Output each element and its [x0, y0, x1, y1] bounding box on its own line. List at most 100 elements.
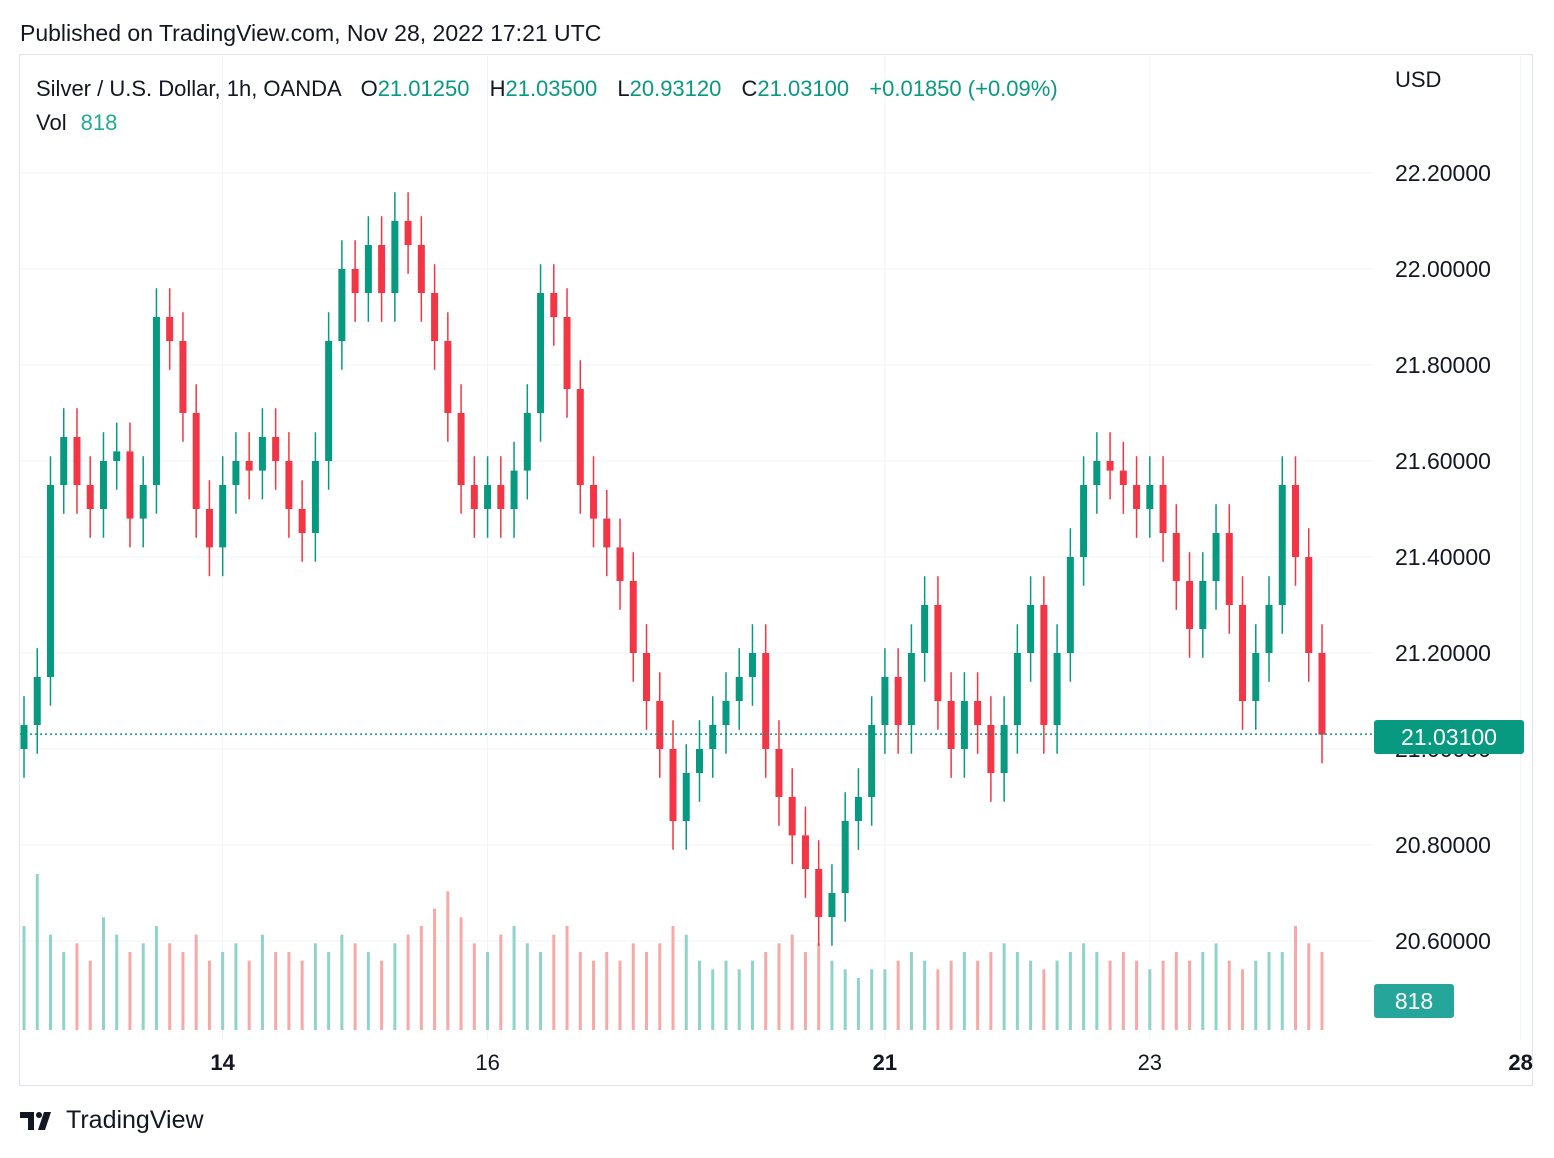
- volume-bar: [1108, 960, 1112, 1030]
- low-label: L: [617, 76, 630, 101]
- volume-bar: [856, 978, 860, 1030]
- candle-body: [1066, 557, 1074, 653]
- volume-bar: [1161, 960, 1165, 1030]
- volume-bar: [909, 952, 913, 1030]
- y-tick-label: 21.20000: [1395, 640, 1491, 666]
- volume-bar: [790, 934, 794, 1030]
- candle-body: [616, 547, 624, 581]
- volume-bar: [433, 908, 437, 1030]
- candle-body: [73, 437, 81, 485]
- candle-body: [205, 509, 213, 548]
- volume-bar: [366, 952, 370, 1030]
- candle-body: [166, 317, 174, 341]
- chart-frame[interactable]: [19, 54, 1533, 1086]
- candle-body: [1080, 485, 1088, 557]
- candle-body: [921, 605, 929, 653]
- last-volume-tag: 818: [1374, 984, 1454, 1018]
- candle-body: [179, 341, 187, 413]
- candle-body: [497, 485, 505, 509]
- volume-bar: [989, 952, 993, 1030]
- volume-bar: [592, 960, 596, 1030]
- volume-bar: [539, 952, 543, 1030]
- candle-body: [987, 725, 995, 773]
- candle-body: [1265, 605, 1273, 653]
- volume-bar: [1227, 960, 1231, 1030]
- open-value: 21.01250: [377, 76, 470, 101]
- candle-body: [1106, 461, 1114, 471]
- candle-body: [1199, 581, 1207, 629]
- candle-body: [33, 677, 41, 725]
- footer-brand[interactable]: TradingView: [66, 1106, 204, 1134]
- candle-body: [603, 518, 611, 548]
- open-label: O: [360, 76, 378, 101]
- volume-bar: [552, 934, 556, 1030]
- volume-bar: [1188, 960, 1192, 1030]
- x-tick-label: 23: [1138, 1050, 1162, 1075]
- candle-body: [1252, 653, 1260, 701]
- candle-body: [1278, 485, 1286, 605]
- volume-bar: [274, 952, 278, 1030]
- candle-body: [523, 413, 531, 471]
- volume-bar: [35, 874, 39, 1030]
- candle-body: [510, 470, 518, 509]
- candle-body: [126, 451, 134, 519]
- volume-legend: Vol 818: [36, 110, 117, 136]
- volume-bar: [486, 952, 490, 1030]
- candle-body: [1305, 557, 1313, 653]
- candle-body: [232, 461, 240, 485]
- candle-body: [1093, 461, 1101, 485]
- volume-bar: [247, 960, 251, 1030]
- volume-bar: [777, 943, 781, 1030]
- candle-body: [695, 749, 703, 773]
- volume-bar: [22, 926, 26, 1030]
- candle-body: [1172, 533, 1180, 581]
- candle-body: [868, 725, 876, 797]
- candle-body: [1292, 485, 1300, 557]
- candle-body: [86, 485, 94, 509]
- candle-body: [643, 653, 651, 701]
- candle-body: [285, 461, 293, 509]
- candle-body: [1159, 485, 1167, 533]
- volume-bar: [764, 952, 768, 1030]
- close-value: 21.03100: [757, 76, 850, 101]
- volume-bar: [618, 960, 622, 1030]
- candle-body: [1133, 485, 1141, 509]
- volume-bar: [830, 960, 834, 1030]
- candle-body: [378, 245, 386, 293]
- volume-bar: [1055, 960, 1059, 1030]
- volume-bar: [141, 943, 145, 1030]
- candle-body: [1053, 653, 1061, 725]
- volume-bar: [1135, 960, 1139, 1030]
- volume-bar: [168, 943, 172, 1030]
- x-tick-label: 16: [475, 1050, 499, 1075]
- volume-bar: [817, 943, 821, 1030]
- volume-bar: [1294, 926, 1298, 1030]
- volume-bar: [1241, 969, 1245, 1030]
- high-label: H: [489, 76, 506, 101]
- y-tick-label: 21.60000: [1395, 448, 1491, 474]
- candle-body: [139, 485, 147, 519]
- volume-bar: [949, 960, 953, 1030]
- candle-body: [99, 461, 107, 509]
- volume-value: 818: [80, 110, 118, 135]
- volume-bar: [194, 934, 198, 1030]
- candle-body: [656, 701, 664, 749]
- volume-bar: [1320, 952, 1324, 1030]
- candle-body: [391, 221, 399, 293]
- candle-body: [947, 701, 955, 749]
- volume-bar: [1042, 969, 1046, 1030]
- volume-bar: [671, 926, 675, 1030]
- symbol-label[interactable]: Silver / U.S. Dollar, 1h, OANDA: [36, 76, 341, 101]
- volume-bar: [1121, 952, 1125, 1030]
- volume-bar: [260, 934, 264, 1030]
- volume-bar: [711, 969, 715, 1030]
- ohlc-legend: Silver / U.S. Dollar, 1h, OANDA O21.0125…: [36, 76, 1058, 102]
- x-tick-label: 28: [1508, 1050, 1532, 1075]
- volume-bar: [380, 960, 384, 1030]
- change-value: +0.01850 (+0.09%): [869, 76, 1058, 101]
- volume-bar: [393, 943, 397, 1030]
- volume-bar: [1029, 960, 1033, 1030]
- candle-body: [484, 485, 492, 509]
- candle-body: [20, 725, 28, 749]
